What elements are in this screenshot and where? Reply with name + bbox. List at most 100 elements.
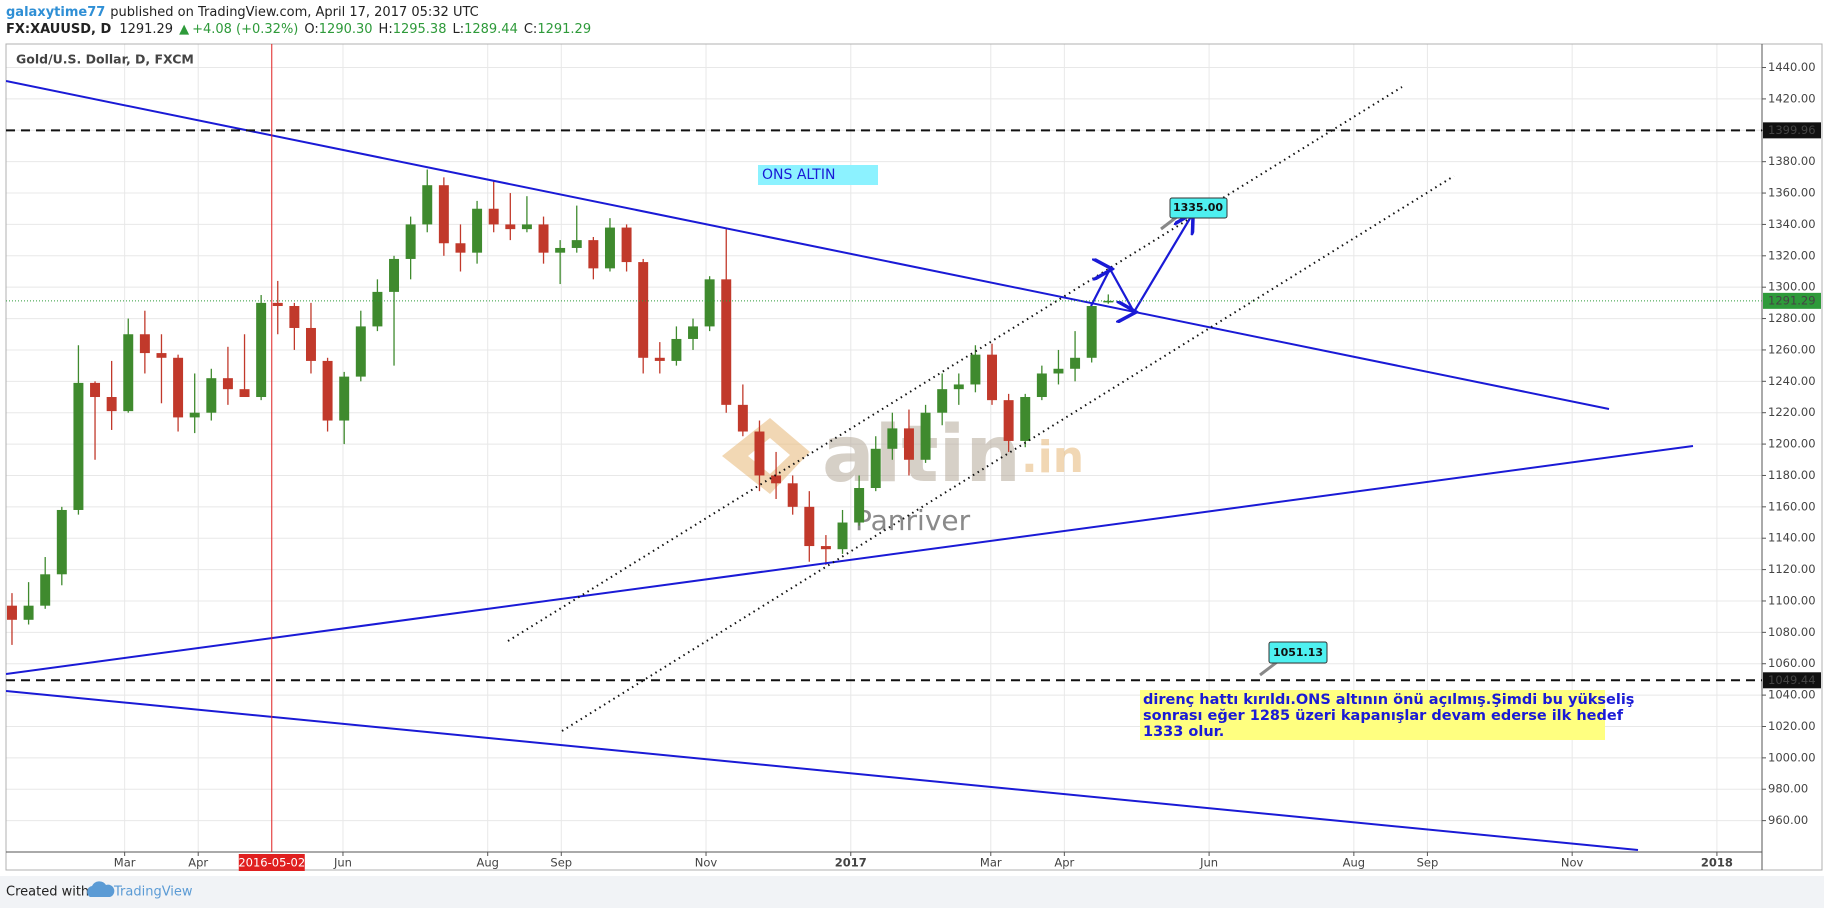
- x-tick-label: Aug: [476, 856, 498, 870]
- candle-body: [621, 227, 632, 263]
- y-tick-label: 1060.00: [1768, 656, 1816, 670]
- y-tick-label: 1360.00: [1768, 186, 1816, 200]
- x-tick-label: Mar: [980, 856, 1002, 870]
- candle-body: [970, 354, 981, 385]
- candle-body: [339, 376, 350, 421]
- callout-pointer: [1259, 660, 1278, 677]
- last-price-tag: [1763, 292, 1821, 309]
- candle-body: [505, 224, 516, 230]
- candle-body: [937, 389, 948, 413]
- candle-body: [903, 428, 914, 460]
- candle-body: [73, 382, 84, 510]
- callout-label: 1335.00: [1173, 201, 1223, 214]
- callout-label: 1051.13: [1273, 646, 1323, 659]
- symbol: FX:XAUUSD, D: [6, 22, 112, 37]
- candle-body: [987, 354, 998, 401]
- candle-body: [804, 506, 815, 547]
- candle-body: [289, 306, 300, 328]
- y-tick-label: 1320.00: [1768, 248, 1816, 262]
- ohlc-value: 1289.44: [464, 22, 518, 37]
- x-tick-label: Apr: [1054, 856, 1074, 870]
- ohlc-value: 1295.38: [393, 22, 447, 37]
- candle-body: [322, 360, 333, 421]
- level-tag: [1763, 672, 1821, 689]
- grid: [6, 44, 1762, 852]
- drawings: [6, 80, 1694, 851]
- candle-body: [604, 227, 615, 269]
- candle-body: [721, 279, 732, 405]
- candle-body: [472, 208, 483, 253]
- x-tick-label: Sep: [1417, 856, 1439, 870]
- candle-body: [488, 208, 499, 225]
- y-tick-label: 1300.00: [1768, 280, 1816, 294]
- x-tick-label: 2017: [835, 856, 867, 870]
- y-tick-label: 1160.00: [1768, 499, 1816, 513]
- candle-body: [1003, 400, 1014, 441]
- x-tick-label: Jun: [1199, 856, 1218, 870]
- x-tick-label: Sep: [550, 856, 572, 870]
- chart-frame: [5, 43, 1823, 871]
- y-tick-label: 1220.00: [1768, 405, 1816, 419]
- candle-body: [156, 353, 167, 358]
- y-tick-label: 1260.00: [1768, 342, 1816, 356]
- candle-body: [870, 448, 881, 489]
- candle-body: [123, 334, 134, 412]
- ohlc-key: O:: [304, 22, 318, 37]
- level-label: 1049.44: [1768, 673, 1816, 687]
- symbol-line: FX:XAUUSD, D 1291.29 ▲ +4.08 (+0.32%) O:1290…: [6, 22, 591, 37]
- projection-arrow: [1090, 215, 1192, 312]
- candle-body: [206, 378, 217, 413]
- candle-body: [771, 475, 782, 484]
- candle-body: [1070, 357, 1081, 369]
- candle-body: [405, 224, 416, 259]
- candle-body: [256, 302, 267, 398]
- user-link[interactable]: galaxytime77: [6, 5, 105, 20]
- candle-body: [837, 522, 848, 550]
- y-tick-label: 1440.00: [1768, 60, 1816, 74]
- y-tick-label: 1020.00: [1768, 719, 1816, 733]
- trend-line: [6, 690, 1639, 851]
- level-tag: [1763, 122, 1821, 139]
- note-box: [1140, 690, 1605, 740]
- ons-altin-box: [758, 165, 878, 185]
- candle-body: [372, 291, 383, 327]
- candle-body: [787, 483, 798, 507]
- footer-created: Created with: [6, 885, 89, 900]
- chart-title: Gold/U.S. Dollar, D, FXCM: [16, 52, 194, 67]
- y-tick-label: 1140.00: [1768, 531, 1816, 545]
- y-tick-label: 1380.00: [1768, 154, 1816, 168]
- callout-box: [1268, 641, 1328, 664]
- footer-brand[interactable]: TradingView: [113, 885, 193, 900]
- y-tick-label: 1000.00: [1768, 750, 1816, 764]
- ohlc-key: H:: [379, 22, 393, 37]
- candle-body: [654, 357, 665, 361]
- candle-body: [422, 185, 433, 225]
- published: published on TradingView.com, April 17, …: [110, 5, 478, 20]
- y-tick-label: 1340.00: [1768, 217, 1816, 231]
- candle-body: [40, 574, 51, 606]
- candle-body: [1036, 373, 1047, 398]
- candle-body: [1053, 368, 1064, 374]
- candle-body: [1086, 306, 1097, 358]
- candle-body: [56, 509, 67, 575]
- brand-logo[interactable]: [87, 881, 115, 897]
- x-tick-label: Jun: [333, 856, 352, 870]
- x-tick-label: Apr: [188, 856, 208, 870]
- y-tick-label: 1120.00: [1768, 562, 1816, 576]
- candle-body: [6, 605, 17, 620]
- candle-body: [538, 224, 549, 253]
- candle-body: [887, 428, 898, 449]
- x-tick-label: Aug: [1343, 856, 1365, 870]
- last: 1291.29: [119, 22, 173, 37]
- ohlc-value: 1291.29: [537, 22, 591, 37]
- author-text: Panriver: [855, 504, 971, 537]
- candle-body: [854, 488, 865, 523]
- candle-body: [671, 338, 682, 361]
- watermark-logo: [722, 418, 810, 494]
- y-tick-label: 1040.00: [1768, 688, 1816, 702]
- candle-body: [222, 378, 233, 390]
- callout-box: [1169, 197, 1228, 219]
- y-tick-label: 1200.00: [1768, 437, 1816, 451]
- candle-body: [555, 247, 566, 253]
